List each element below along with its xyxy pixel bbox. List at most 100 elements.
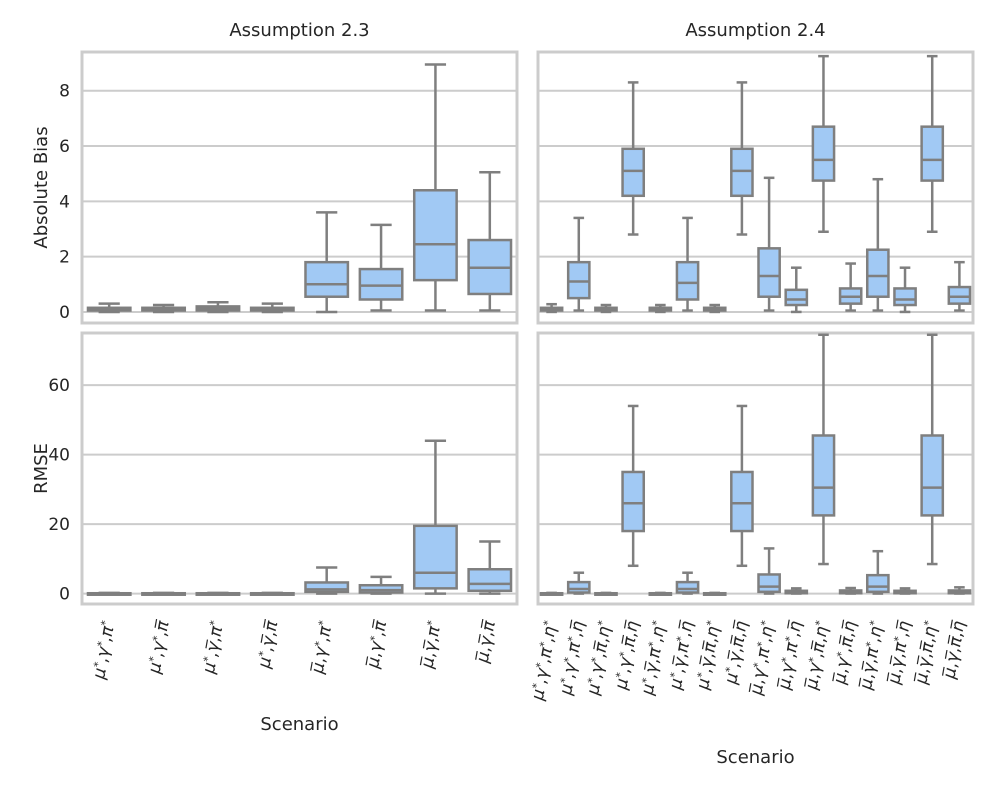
iqr-box: [358, 267, 404, 301]
box-8: [467, 540, 513, 595]
box-12: [838, 262, 863, 312]
y-axis-label: Absolute Bias: [31, 126, 52, 248]
box-6: [675, 571, 700, 595]
panel-rmse-assumption-2-4: μ*,γ*,π*,η*μ*,γ*,π*,η̅μ*,γ*,π̅,η*μ*,γ*,π…: [528, 331, 975, 768]
x-tick-label: μ*,γ*,π*,η*: [528, 619, 562, 703]
iqr-box: [730, 147, 754, 198]
iqr-box: [920, 434, 945, 517]
box-13: [865, 549, 890, 595]
panel-title: Assumption 2.4: [685, 20, 825, 41]
iqr-box: [412, 524, 458, 590]
iqr-box: [947, 285, 972, 305]
x-tick-label: μ*,γ̅,π*,η̅: [666, 618, 698, 692]
box-8: [467, 171, 513, 312]
y-tick-label: 20: [48, 515, 70, 535]
x-tick-label: μ*,γ*,π*,η̅: [556, 618, 589, 697]
box-10: [784, 587, 809, 595]
y-tick-label: 40: [48, 446, 70, 466]
box-15: [920, 54, 945, 233]
x-tick-label: μ*,γ*,π̅,η̅: [611, 618, 643, 692]
box-7: [412, 439, 458, 595]
panel-frame: [80, 331, 519, 606]
box-1: [86, 591, 132, 596]
y-tick-label: 8: [59, 82, 70, 102]
iqr-box: [304, 581, 350, 594]
x-tick-label: μ*,γ̅,π*,η*: [637, 619, 670, 697]
y-axis-label: RMSE: [31, 443, 52, 494]
box-2: [141, 591, 187, 596]
x-tick-label: μ*,γ̅,π*: [199, 619, 228, 676]
box-11: [811, 333, 836, 566]
box-2: [141, 303, 187, 314]
iqr-box: [893, 287, 917, 307]
y-tick-label: 0: [59, 303, 70, 323]
box-3: [594, 591, 618, 596]
iqr-box: [566, 580, 591, 594]
iqr-box: [566, 260, 591, 300]
box-3: [594, 303, 618, 314]
x-tick-label: μ̅,γ*,π̅: [363, 618, 391, 671]
box-6: [358, 223, 404, 312]
box-8: [730, 404, 754, 568]
iqr-box: [784, 288, 809, 307]
box-5: [304, 566, 350, 595]
box-7: [702, 303, 727, 314]
box-1: [539, 302, 564, 314]
iqr-box: [811, 125, 836, 182]
iqr-box: [621, 147, 646, 198]
box-5: [648, 303, 673, 314]
box-14: [893, 266, 917, 314]
box-15: [920, 333, 945, 566]
panel-frame: [536, 50, 975, 325]
y-tick-label: 4: [59, 192, 70, 212]
x-tick-label: μ̅,γ*,π̅,η̅: [830, 618, 861, 686]
iqr-box: [621, 470, 646, 533]
box-9: [757, 176, 781, 312]
x-axis-label: Scenario: [716, 747, 794, 768]
box-16: [947, 586, 972, 595]
y-tick-label: 0: [59, 585, 70, 605]
y-tick-label: 6: [59, 137, 70, 157]
box-10: [784, 266, 809, 314]
iqr-box: [304, 260, 350, 298]
box-6: [675, 216, 700, 312]
x-tick-label: μ*,γ̅,π̅,η̅: [721, 618, 752, 686]
box-5: [648, 591, 673, 596]
panel-frame: [80, 50, 519, 325]
iqr-box: [675, 580, 700, 594]
iqr-box: [865, 248, 890, 298]
x-tick-label: μ*,γ*,π̅: [144, 618, 173, 676]
x-tick-label: μ̅,γ̅,π*,η̅: [884, 618, 915, 686]
box-3: [195, 591, 241, 596]
box-3: [195, 301, 241, 314]
box-6: [358, 575, 404, 595]
box-14: [893, 587, 917, 595]
iqr-box: [730, 470, 754, 533]
panel-title: Assumption 2.3: [229, 20, 369, 41]
box-1: [86, 302, 132, 314]
x-tick-label: μ*,γ̅,π̅: [254, 618, 282, 671]
x-tick-label: μ̅,γ*,π̅,η*: [802, 619, 834, 692]
y-tick-label: 2: [59, 248, 70, 268]
panel-frame: [536, 331, 975, 606]
x-tick-label: μ̅,γ̅,π*: [417, 619, 445, 671]
box-7: [702, 591, 727, 596]
x-tick-label: μ̅,γ*,π*: [308, 619, 337, 676]
box-11: [811, 54, 836, 233]
iqr-box: [865, 573, 890, 594]
panel-rmse-assumption-2-3: 0 20 40 60 μ*,γ*,π* μ*,γ*,π̅ μ*,γ̅,π* μ*,γ̅,π̅ μ…: [31, 331, 519, 735]
box-7: [412, 63, 458, 312]
box-16: [947, 260, 972, 312]
box-4: [249, 302, 295, 314]
x-tick-label: μ̅,γ*,π*,η̅: [774, 618, 806, 692]
iqr-box: [920, 125, 945, 182]
iqr-box: [757, 247, 781, 298]
box-12: [838, 586, 863, 595]
box-5: [304, 211, 350, 314]
x-tick-label: μ̅,γ*,π*,η*: [746, 619, 779, 697]
panel-bias-assumption-2-3: 0 2 4 6 8 Assumption 2.3 Absolute Bias: [31, 20, 519, 325]
box-8: [730, 81, 754, 236]
x-tick-label: μ*,γ̅,π̅,η*: [693, 619, 725, 692]
